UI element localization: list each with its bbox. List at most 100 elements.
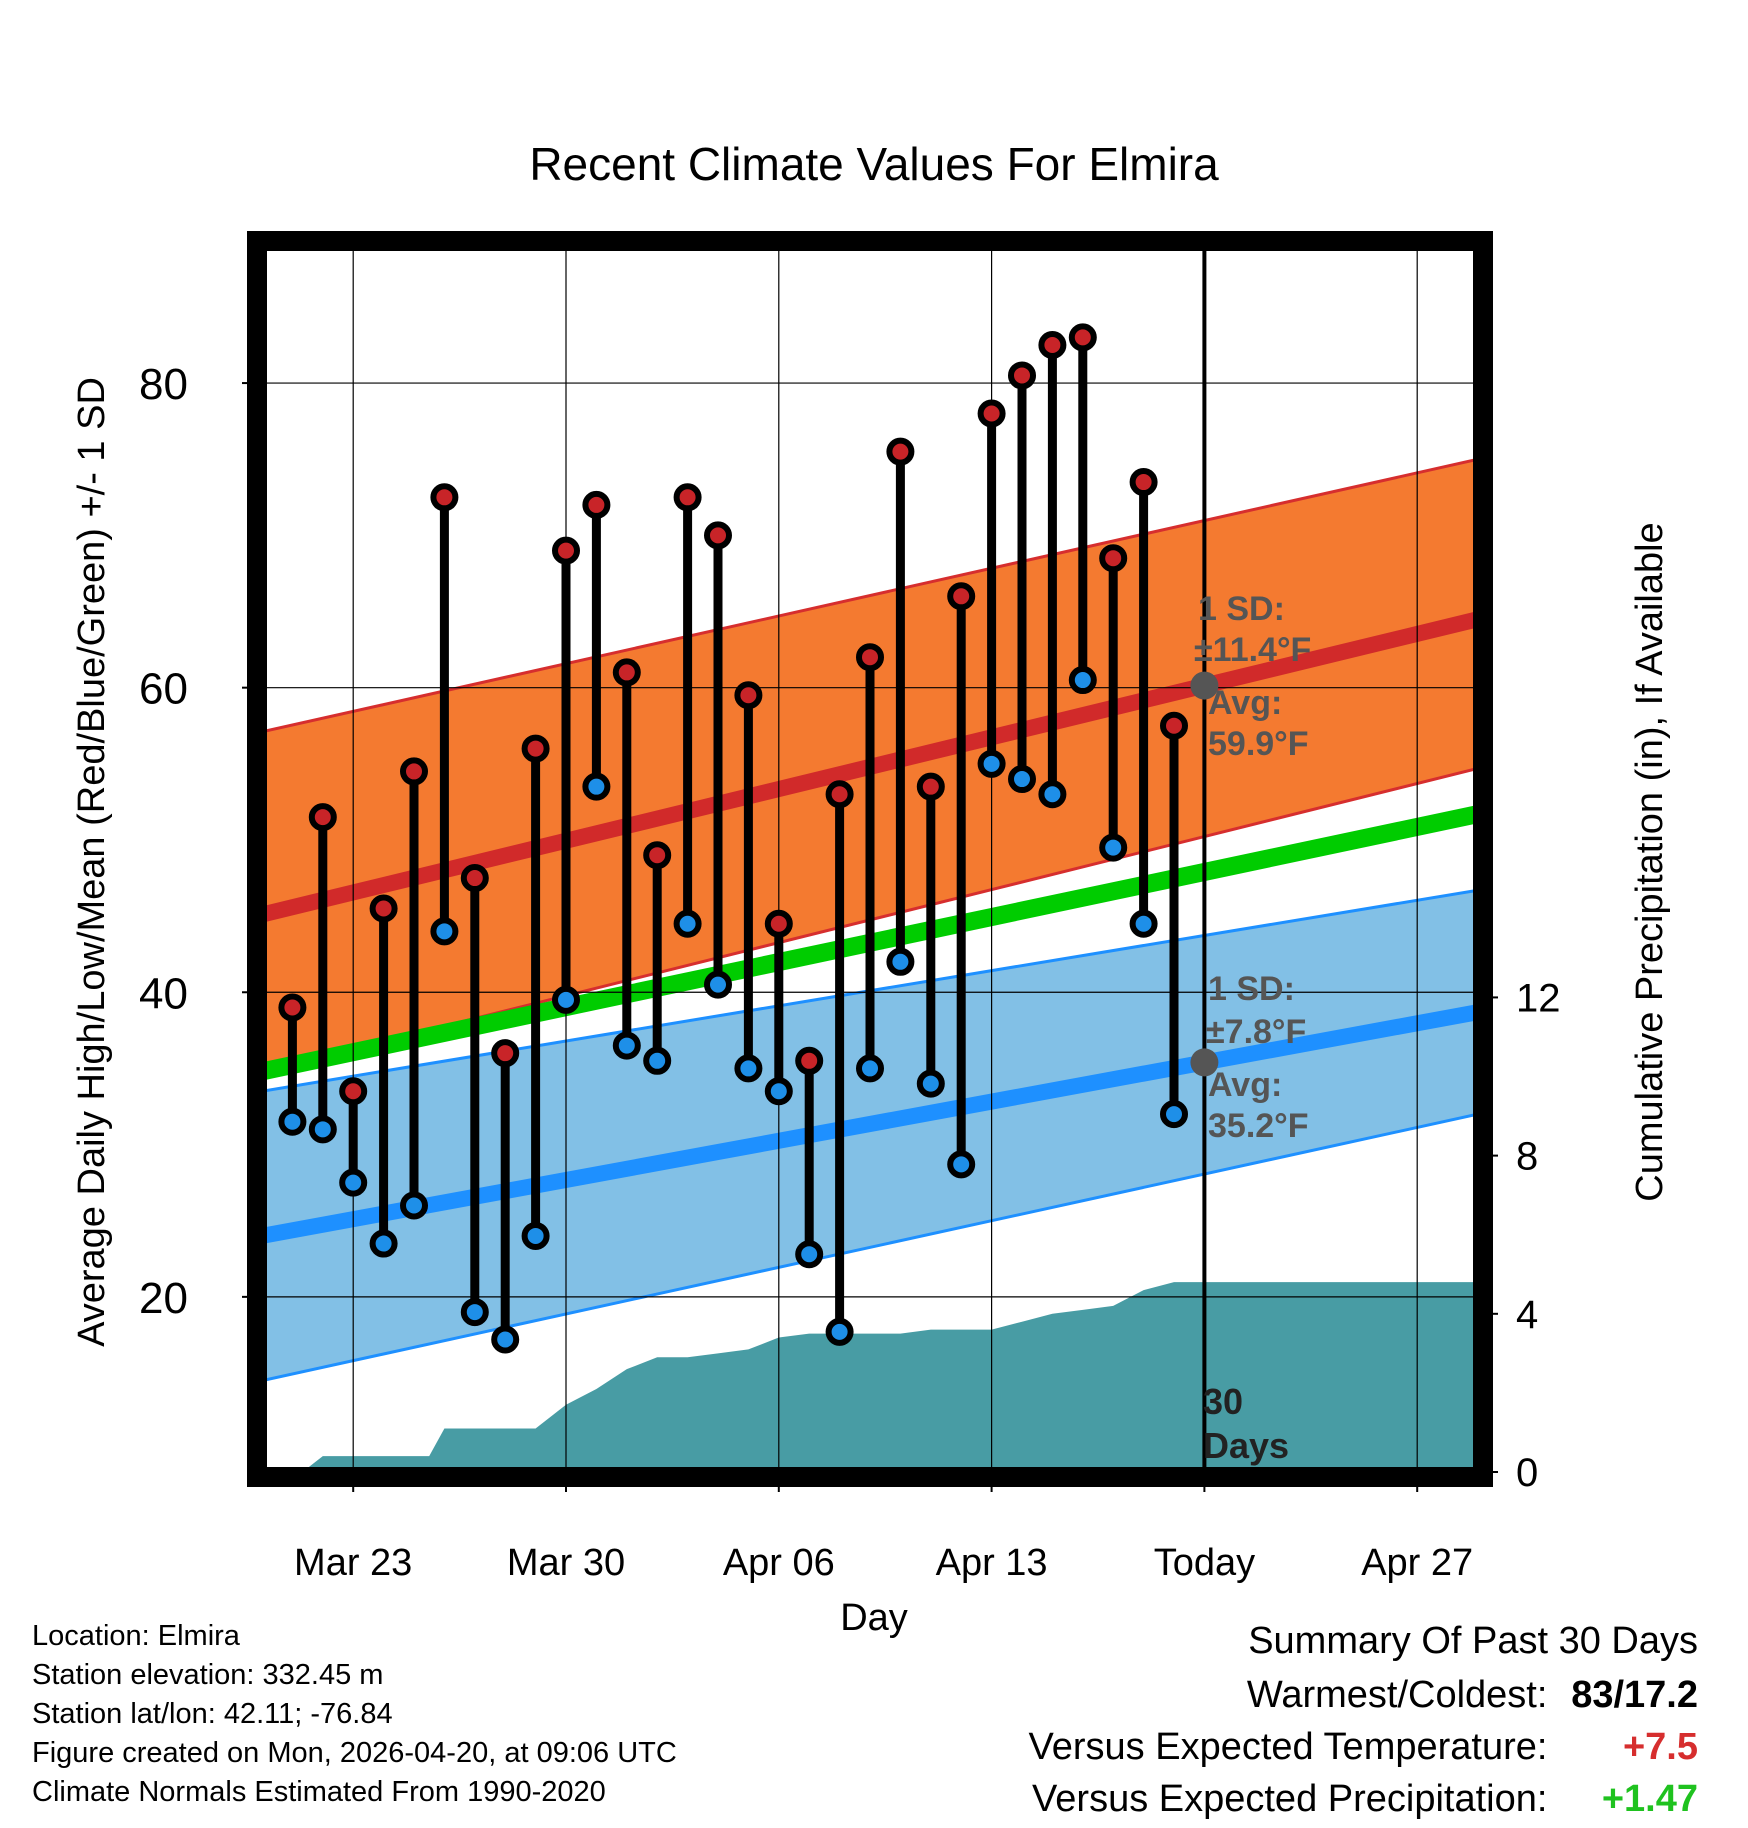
station-info: Location: Elmira Station elevation: 332.… — [32, 1617, 677, 1812]
daily-high-point — [1038, 330, 1067, 359]
normals-text: Climate Normals Estimated From 1990-2020 — [32, 1776, 606, 1808]
daily-high-point — [673, 483, 702, 512]
low-sd-value: ±7.8°F — [1206, 1013, 1306, 1051]
latlon-text: Station lat/lon: 42.11; -76.84 — [32, 1698, 393, 1730]
days-count-label: 30 — [1203, 1381, 1243, 1422]
x-axis-label: Day — [840, 1597, 908, 1639]
daily-high-point — [430, 483, 459, 512]
y2-axis-label: Cumulative Precipitation (in), If Availa… — [1629, 522, 1671, 1201]
daily-low-point — [1068, 666, 1097, 695]
daily-high-point — [734, 681, 763, 710]
x-tick-label: Apr 13 — [936, 1542, 1048, 1584]
axes: 20 40 60 80 0 4 8 12 Mar 23 Mar 30 Apr 06 Apr 13 Tod… — [139, 231, 1561, 1584]
high-sd-label: 1 SD: — [1198, 590, 1285, 628]
location-text: Location: Elmira — [32, 1620, 240, 1652]
y-tick-label: 80 — [139, 360, 188, 409]
daily-low-point — [400, 1191, 428, 1220]
daily-high-point — [612, 658, 641, 687]
y-tick-label: 20 — [139, 1274, 188, 1323]
x-tick-label: Mar 23 — [294, 1542, 412, 1584]
daily-high-point — [339, 1077, 368, 1106]
summary-title: Summary Of Past 30 Days — [1248, 1620, 1698, 1662]
daily-low-point — [1038, 780, 1067, 809]
daily-low-point — [734, 1054, 763, 1083]
x-tick-label: Apr 06 — [723, 1542, 835, 1584]
daily-high-point — [278, 993, 307, 1022]
daily-high-point — [552, 536, 580, 565]
plot-content — [262, 246, 1478, 1472]
summary-temp-row: Versus Expected Temperature: +7.5 — [1029, 1721, 1698, 1773]
normal-low-1-sd-edge — [262, 1112, 1478, 1383]
daily-low-point — [1129, 909, 1158, 938]
daily-high-point — [643, 841, 672, 870]
daily-high-point — [460, 864, 489, 893]
daily-low-point — [1160, 1100, 1188, 1129]
daily-high-point — [856, 643, 884, 672]
high-avg-label: Avg: — [1208, 684, 1282, 722]
x-tick-label: Mar 30 — [507, 1542, 625, 1584]
created-text: Figure created on Mon, 2026-04-20, at 09… — [32, 1737, 677, 1769]
precip-anomaly-label: Versus Expected Precipitation: — [1032, 1778, 1548, 1820]
daily-low-point — [764, 1077, 793, 1106]
temp-anomaly-label: Versus Expected Temperature: — [1028, 1726, 1548, 1768]
daily-high-point — [308, 803, 337, 832]
x-tick-label: Today — [1154, 1542, 1255, 1584]
temp-anomaly-value: +7.5 — [1622, 1726, 1698, 1768]
daily-low-point — [430, 917, 459, 946]
summary-panel: Summary Of Past 30 Days Warmest/Coldest:… — [1029, 1617, 1698, 1825]
daily-high-point — [1099, 544, 1128, 573]
daily-low-point — [947, 1150, 976, 1179]
daily-low-point — [643, 1046, 672, 1075]
summary-precip-row: Versus Expected Precipitation: +1.47 — [1029, 1773, 1698, 1825]
daily-low-point — [886, 947, 915, 976]
daily-high-point — [369, 894, 398, 923]
y2-tick-label: 4 — [1516, 1293, 1538, 1337]
daily-low-point — [612, 1031, 641, 1060]
daily-low-point — [552, 985, 580, 1014]
daily-high-point — [795, 1046, 824, 1075]
daily-high-point — [886, 437, 915, 466]
daily-low-point — [795, 1240, 824, 1269]
y2-tick-label: 8 — [1516, 1135, 1538, 1179]
daily-low-point — [673, 909, 702, 938]
daily-low-point — [582, 772, 611, 801]
y-axis-label: Average Daily High/Low/Mean (Red/Blue/Gr… — [71, 377, 113, 1347]
warmest-value: 83/17.2 — [1571, 1674, 1698, 1716]
daily-high-point — [1129, 468, 1158, 497]
days-word-label: Days — [1203, 1425, 1289, 1466]
high-avg-value: 59.9°F — [1208, 725, 1309, 763]
daily-high-point — [1068, 323, 1097, 352]
daily-low-point — [491, 1325, 520, 1354]
daily-high-point — [1008, 361, 1036, 390]
daily-low-point — [916, 1069, 945, 1098]
high-avg-marker — [1190, 671, 1219, 700]
daily-low-point — [369, 1229, 398, 1258]
daily-low-point — [308, 1115, 337, 1144]
summary-warmest-row: Warmest/Coldest: 83/17.2 — [1029, 1669, 1698, 1721]
daily-low-point — [339, 1168, 368, 1197]
precip-area — [292, 1282, 1478, 1472]
low-avg-label: Avg: — [1208, 1066, 1282, 1104]
daily-low-point — [1099, 833, 1128, 862]
daily-high-point — [764, 909, 793, 938]
low-avg-marker — [1190, 1048, 1219, 1077]
warmest-label: Warmest/Coldest: — [1246, 1674, 1548, 1716]
daily-low-point — [704, 970, 732, 999]
low-sd-label: 1 SD: — [1208, 970, 1295, 1008]
daily-low-point — [856, 1054, 884, 1083]
high-sd-value: ±11.4°F — [1194, 631, 1311, 669]
daily-high-point — [491, 1039, 520, 1068]
daily-low-point — [460, 1298, 489, 1327]
daily-high-point — [916, 772, 945, 801]
normal-low-line — [262, 1004, 1478, 1244]
daily-low-point — [278, 1107, 307, 1136]
daily-low-point — [1008, 765, 1036, 794]
x-tick-label: Apr 27 — [1361, 1542, 1473, 1584]
daily-high-point — [521, 734, 550, 763]
daily-low-point — [977, 749, 1006, 778]
elevation-text: Station elevation: 332.45 m — [32, 1659, 384, 1691]
plot-frame — [247, 231, 1493, 1487]
daily-high-point — [947, 582, 976, 611]
y-tick-label: 60 — [139, 665, 188, 714]
